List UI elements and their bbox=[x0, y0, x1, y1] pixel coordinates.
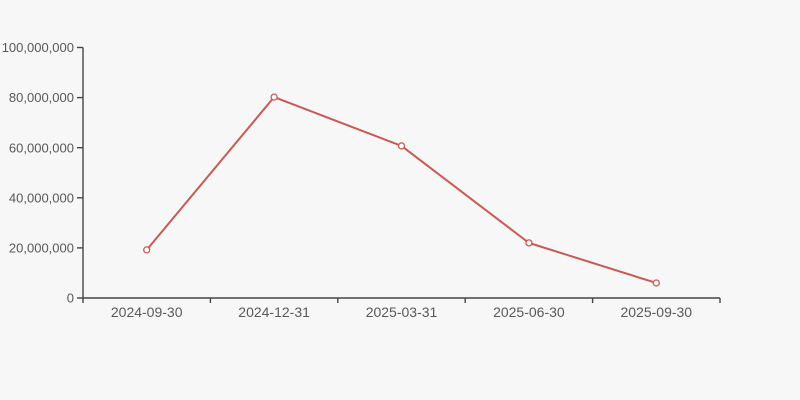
x-axis-label: 2024-12-31 bbox=[238, 304, 310, 320]
y-axis-label: 0 bbox=[67, 291, 74, 306]
x-axis-label: 2025-03-31 bbox=[366, 304, 438, 320]
y-axis-label: 60,000,000 bbox=[9, 140, 74, 155]
x-axis-label: 2024-09-30 bbox=[111, 304, 183, 320]
data-point-marker bbox=[652, 279, 660, 287]
line-series bbox=[145, 96, 658, 284]
data-point-marker bbox=[397, 142, 406, 150]
y-axis-label: 40,000,000 bbox=[9, 190, 74, 205]
y-axis-label: 100,000,000 bbox=[2, 40, 74, 55]
y-axis-label: 80,000,000 bbox=[9, 90, 74, 105]
data-point-marker bbox=[525, 239, 533, 247]
data-point-marker bbox=[270, 93, 278, 101]
x-axis-label: 2025-09-30 bbox=[620, 304, 692, 320]
y-axis-label: 20,000,000 bbox=[9, 240, 74, 255]
data-point-marker bbox=[143, 246, 151, 254]
x-axis-label: 2025-06-30 bbox=[493, 304, 565, 320]
